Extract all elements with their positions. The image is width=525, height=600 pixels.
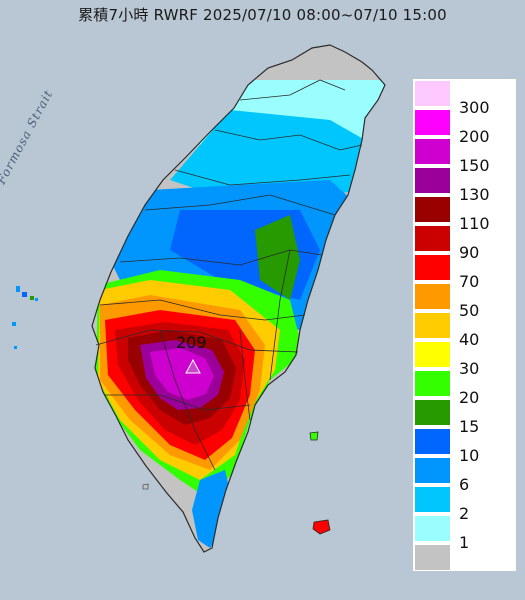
legend-swatch (415, 168, 450, 193)
legend-swatch (415, 197, 450, 222)
penghu-islands (12, 286, 38, 349)
legend-label: 40 (459, 330, 480, 349)
legend-label: 200 (459, 127, 490, 146)
legend-swatch (415, 255, 450, 280)
legend-swatch (415, 110, 450, 135)
legend-swatch (415, 429, 450, 454)
legend-label: 20 (459, 388, 480, 407)
legend-swatch (415, 516, 450, 541)
legend-label: 70 (459, 272, 480, 291)
legend-label: 90 (459, 243, 480, 262)
legend-swatch (415, 371, 450, 396)
taiwan-outline (91, 44, 386, 553)
legend-swatch (415, 458, 450, 483)
liuqiu-island (142, 483, 149, 490)
legend-label: 6 (459, 475, 470, 494)
legend-label: 150 (459, 156, 490, 175)
green-island (309, 431, 319, 441)
legend-swatch (415, 342, 450, 367)
legend-swatch (415, 545, 450, 570)
peak-marker-triangle (185, 358, 201, 374)
county-boundaries (95, 79, 363, 471)
legend-swatch (415, 139, 450, 164)
legend-label: 2 (459, 504, 470, 523)
peak-value-label: 209 (176, 333, 207, 352)
legend-label: 300 (459, 98, 490, 117)
map-title: 累積7小時 RWRF 2025/07/10 08:00~07/10 15:00 (78, 6, 447, 24)
legend-label: 1 (459, 533, 470, 552)
legend-swatch (415, 400, 450, 425)
legend-swatch (415, 487, 450, 512)
legend-label: 15 (459, 417, 480, 436)
orchid-island (312, 519, 331, 535)
legend-label: 50 (459, 301, 480, 320)
legend-label: 10 (459, 446, 480, 465)
legend-swatch (415, 81, 450, 106)
legend-swatch (415, 226, 450, 251)
legend-label: 110 (459, 214, 490, 233)
legend-swatch (415, 284, 450, 309)
rainfall-legend: 300 200 150 130 110 90 70 50 40 30 20 15 10 6 2 1 (413, 79, 516, 571)
rainfall-field (96, 80, 385, 548)
legend-label: 130 (459, 185, 490, 204)
legend-label: 30 (459, 359, 480, 378)
legend-swatch (415, 313, 450, 338)
